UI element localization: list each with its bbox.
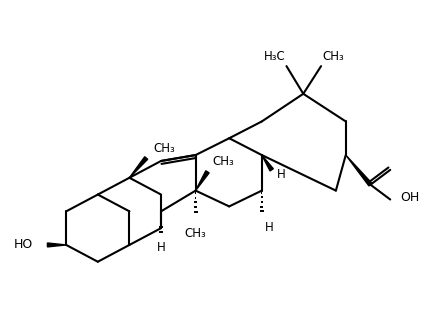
Text: HO: HO <box>14 238 32 251</box>
Polygon shape <box>47 243 66 247</box>
Text: H₃C: H₃C <box>264 50 286 63</box>
Polygon shape <box>196 171 209 191</box>
Polygon shape <box>346 155 372 186</box>
Text: H: H <box>276 168 285 181</box>
Text: CH₃: CH₃ <box>153 142 175 155</box>
Polygon shape <box>130 157 148 178</box>
Polygon shape <box>262 155 273 171</box>
Text: H: H <box>265 221 273 234</box>
Text: OH: OH <box>400 191 419 204</box>
Text: H: H <box>157 241 165 254</box>
Text: CH₃: CH₃ <box>322 50 344 63</box>
Text: CH₃: CH₃ <box>185 227 206 240</box>
Text: CH₃: CH₃ <box>212 155 234 168</box>
